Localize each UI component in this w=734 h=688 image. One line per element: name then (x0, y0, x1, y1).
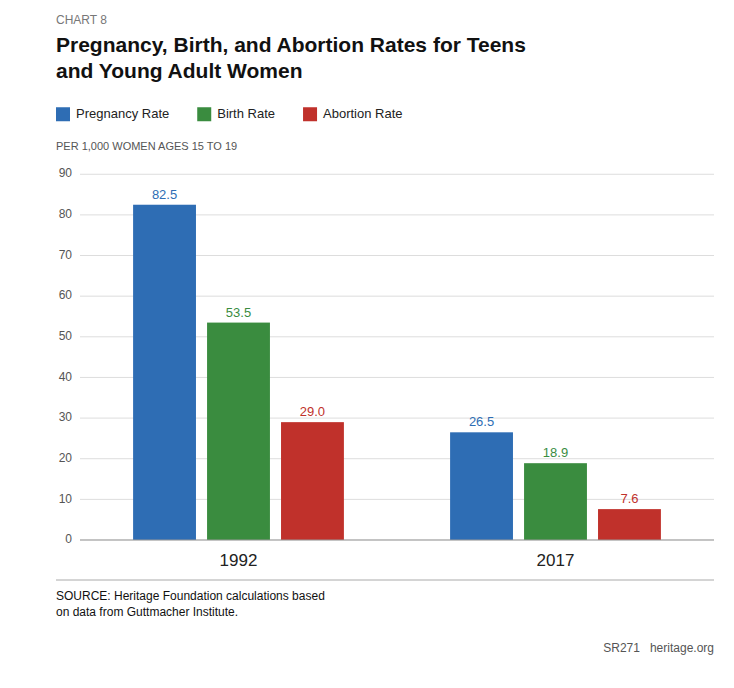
y-tick-label: 30 (59, 410, 73, 424)
bar (207, 323, 270, 540)
y-tick-label: 10 (59, 492, 73, 506)
legend-swatch (56, 107, 70, 121)
x-tick-label: 2017 (537, 551, 575, 570)
footer-right: SR271 heritage.org (603, 641, 714, 655)
chart-label: CHART 8 (56, 13, 107, 27)
x-axis-line (80, 540, 714, 541)
footer-rule (56, 580, 714, 581)
grid-line (80, 174, 714, 175)
legend-swatch (303, 107, 317, 121)
data-label: 18.9 (543, 445, 568, 460)
data-labels: 82.5 53.5 29.0 26.5 18.9 7.6 (152, 187, 639, 506)
source-note: SOURCE: Heritage Foundation calculations… (56, 589, 325, 619)
bar (133, 205, 196, 540)
bar (281, 422, 344, 540)
y-tick-label: 70 (59, 248, 73, 262)
grid-line (80, 540, 714, 541)
y-axis: 0 10 20 30 40 50 60 70 80 90 (59, 166, 714, 546)
x-tick-label: 1992 (220, 551, 258, 570)
bar (450, 432, 513, 540)
data-label: 26.5 (469, 414, 494, 429)
legend-label: Pregnancy Rate (76, 106, 169, 121)
chart: CHART 8 Pregnancy, Birth, and Abortion Ra… (0, 0, 734, 688)
y-tick-label: 0 (65, 532, 72, 546)
legend-label: Birth Rate (217, 106, 275, 121)
legend-swatch (197, 107, 211, 121)
y-tick-label: 50 (59, 329, 73, 343)
bar (598, 509, 661, 540)
y-tick-label: 40 (59, 370, 73, 384)
y-tick-label: 60 (59, 288, 73, 302)
y-tick-label: 80 (59, 207, 73, 221)
bars (133, 205, 661, 540)
data-label: 29.0 (300, 404, 325, 419)
legend: Pregnancy Rate Birth Rate Abortion Rate (56, 106, 403, 122)
x-axis: 1992 2017 (80, 540, 714, 570)
y-tick-label: 90 (59, 166, 73, 180)
data-label: 82.5 (152, 187, 177, 202)
y-axis-label: PER 1,000 WOMEN AGES 15 TO 19 (56, 140, 237, 152)
data-label: 7.6 (620, 491, 638, 506)
title: Pregnancy, Birth, and Abortion Rates for… (56, 33, 526, 82)
bar (524, 463, 587, 540)
data-label: 53.5 (226, 305, 251, 320)
legend-label: Abortion Rate (323, 106, 403, 121)
y-tick-label: 20 (59, 451, 73, 465)
